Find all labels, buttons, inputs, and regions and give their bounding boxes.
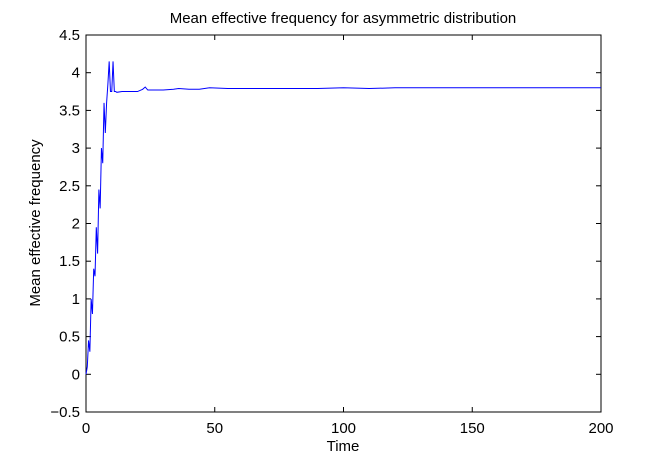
y-tick-label: 0.5	[59, 329, 80, 346]
chart-title: Mean effective frequency for asymmetric …	[170, 10, 517, 27]
y-axis-label: Mean effective frequency	[27, 139, 44, 307]
series-line	[85, 61, 601, 375]
x-axis-label: Time	[327, 438, 360, 455]
y-tick-label: 2	[72, 216, 80, 233]
y-tick-label: 0	[72, 366, 80, 383]
x-tick-label: 100	[331, 420, 356, 437]
y-tick-label: −0.5	[50, 404, 80, 421]
y-tick-label: 4.5	[59, 27, 80, 44]
axis-ticks	[85, 34, 602, 413]
y-tick-label: 3	[72, 140, 80, 157]
x-tick-label: 0	[82, 420, 90, 437]
tick-labels: 0 50 100 150 200−0.500.511.522.533.544.5	[50, 27, 613, 437]
y-tick-label: 1.5	[59, 253, 80, 270]
y-tick-label: 1	[72, 291, 80, 308]
y-tick-label: 2.5	[59, 178, 80, 195]
x-tick-label: 200	[588, 420, 613, 437]
plot-area	[85, 34, 602, 413]
y-tick-label: 4	[72, 65, 80, 82]
y-tick-label: 3.5	[59, 102, 80, 119]
x-tick-label: 50	[206, 420, 223, 437]
x-tick-label: 150	[460, 420, 485, 437]
